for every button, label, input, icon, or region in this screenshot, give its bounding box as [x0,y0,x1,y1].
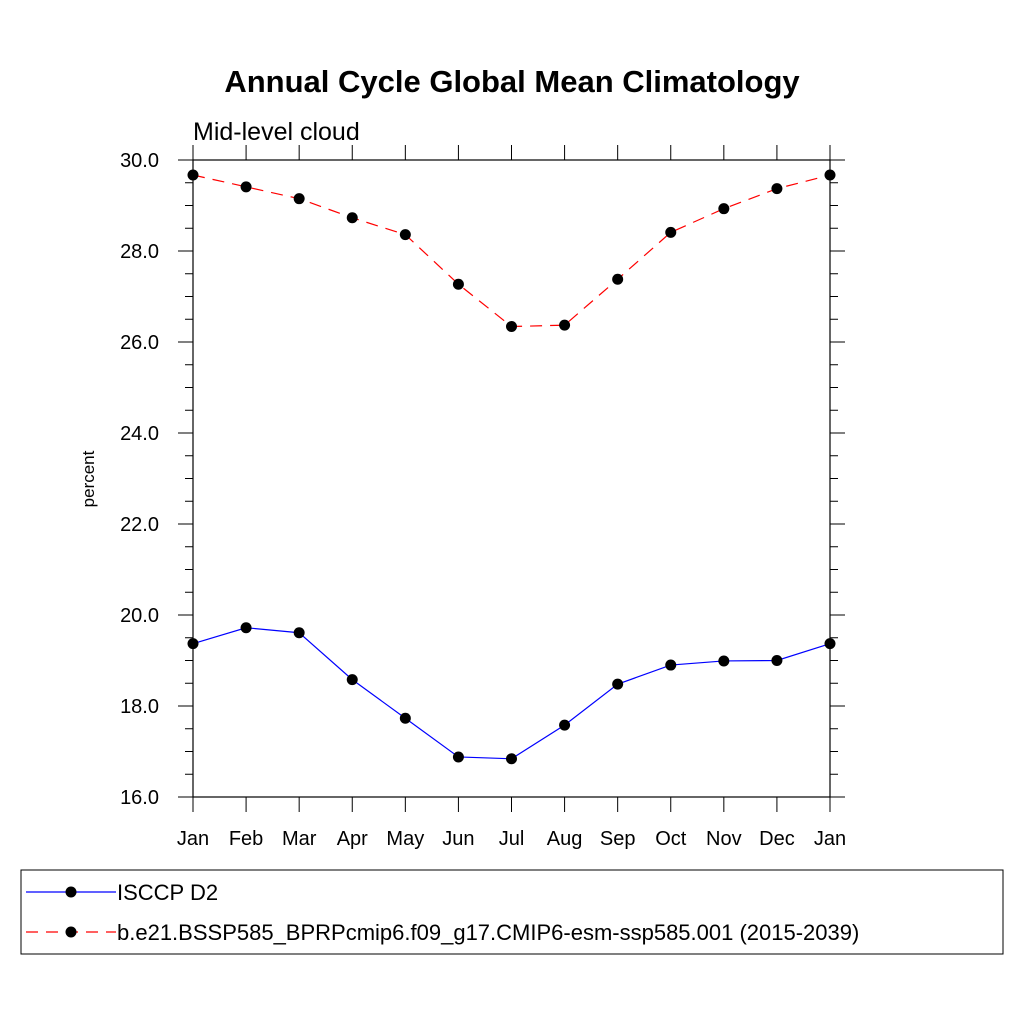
y-axis-label: percent [79,450,98,507]
data-point [665,659,677,671]
x-tick-label: Jan [177,828,209,850]
series-2 [187,169,836,333]
data-point [293,193,305,205]
series-layer [187,169,836,765]
y-tick-label: 28.0 [120,241,159,263]
data-point [559,319,571,331]
x-tick-label: Jan [814,828,846,850]
data-point [452,278,464,290]
x-tick-label: Aug [547,828,583,850]
data-point [771,655,783,666]
x-tick-label: Feb [229,828,263,850]
y-tick-label: 26.0 [120,332,159,354]
data-point [187,169,199,181]
legend-label: ISCCP D2 [117,880,218,905]
data-point [399,229,411,241]
legend-label: b.e21.BSSP585_BPRPcmip6.f09_g17.CMIP6-es… [117,920,859,945]
data-point [824,169,836,181]
x-tick-label: Oct [655,828,687,850]
data-point [346,674,358,686]
axis-ticks [178,145,845,812]
legend: ISCCP D2 b.e21.BSSP585_BPRPcmip6.f09_g17.… [26,880,859,945]
y-tick-label: 16.0 [120,787,159,809]
data-point [240,622,252,634]
data-point [771,183,783,195]
x-tick-label: Sep [600,828,636,850]
chart-title: Annual Cycle Global Mean Climatology [224,64,800,99]
series-line [192,174,831,328]
y-tick-label: 18.0 [120,696,159,718]
data-point [240,181,252,193]
series-line [192,627,831,760]
legend-entry: ISCCP D2 [26,880,218,905]
data-point [612,273,624,285]
data-point [612,678,624,690]
series-1 [187,622,836,765]
x-tick-label: Apr [337,828,368,850]
x-tick-label: Jul [499,828,525,850]
data-point [452,751,464,763]
legend-marker [65,886,77,898]
data-point [665,226,677,238]
x-tick-label: Mar [282,828,317,850]
data-point [718,655,730,667]
data-point [506,321,517,333]
data-point [718,203,730,215]
legend-box [20,869,1004,955]
x-tick-labels: Jan Feb Mar Apr May Jun Jul Aug Sep Oct Nov Dec Jan [177,828,846,850]
data-point [346,212,358,224]
x-tick-label: Jun [442,828,474,850]
x-tick-label: May [386,828,424,850]
x-tick-label: Nov [706,828,742,850]
y-tick-label: 20.0 [120,605,159,627]
chart-subtitle: Mid-level cloud [193,118,360,146]
y-tick-labels: 16.0 18.0 20.0 22.0 24.0 26.0 28.0 30.0 [120,150,159,809]
legend-marker [65,926,77,938]
y-tick-label: 30.0 [120,150,159,172]
data-point [399,712,411,724]
x-tick-label: Dec [759,828,795,850]
legend-entry: b.e21.BSSP585_BPRPcmip6.f09_g17.CMIP6-es… [26,920,859,945]
y-tick-label: 24.0 [120,423,159,445]
y-tick-label: 22.0 [120,514,159,536]
plot-frame [192,159,831,798]
data-point [506,753,517,765]
data-point [187,638,199,650]
data-point [293,627,305,639]
data-point [824,638,836,650]
data-point [559,719,571,731]
